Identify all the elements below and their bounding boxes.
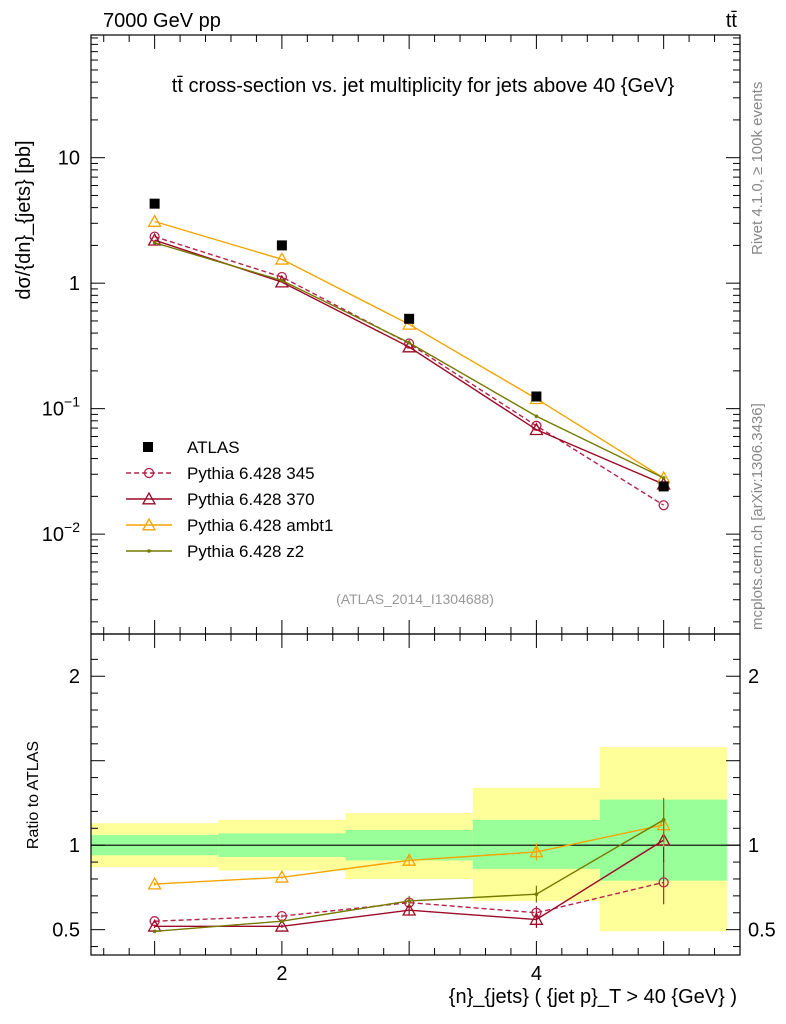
x-tick-label: 4 bbox=[531, 963, 542, 985]
series-point bbox=[147, 214, 162, 227]
ratio-tick-label-right: 2 bbox=[748, 666, 759, 688]
y-tick-label: 10−1 bbox=[42, 394, 80, 421]
series-point bbox=[147, 232, 162, 246]
data-point bbox=[149, 198, 160, 209]
ratio-point bbox=[147, 876, 162, 890]
chart-title: tt̄ cross-section vs. jet multiplicity f… bbox=[172, 75, 675, 97]
ratio-tick-label: 1 bbox=[69, 835, 80, 857]
series-line-3 bbox=[154, 220, 665, 479]
ratio-line-1 bbox=[154, 881, 664, 922]
ratio-point bbox=[402, 853, 417, 866]
ratio-axis-label: Ratio to ATLAS bbox=[25, 741, 42, 849]
ratio-point bbox=[152, 929, 157, 934]
series-line-1 bbox=[154, 235, 665, 506]
data-point bbox=[404, 313, 415, 324]
legend-marker-3 bbox=[141, 517, 157, 531]
data-point bbox=[276, 240, 287, 251]
ratio-point bbox=[534, 892, 539, 896]
series-point bbox=[407, 340, 411, 345]
x-axis-label: {n}_{jets} ( {jet p}_T > 40 {GeV} ) bbox=[449, 986, 737, 1008]
ratio-point bbox=[274, 869, 289, 883]
series-point bbox=[402, 339, 417, 353]
series-point bbox=[658, 500, 669, 511]
ratio-point bbox=[529, 912, 544, 925]
ratio-point bbox=[658, 877, 669, 888]
legend-marker-4 bbox=[147, 549, 151, 553]
ratio-point bbox=[280, 919, 284, 924]
analysis-tag: (ATLAS_2014_I1304688) bbox=[336, 591, 494, 607]
legend-marker-2 bbox=[141, 491, 157, 505]
mcplots-label: mcplots.cern.ch [arXiv:1306.3436] bbox=[749, 403, 766, 630]
ratio-point bbox=[661, 818, 666, 822]
series-point bbox=[280, 278, 284, 283]
process-label: tt̄ bbox=[726, 10, 738, 32]
data-point bbox=[658, 481, 669, 492]
legend: ATLAS Pythia 6.428 345 Pythia 6.428 370 Pyt… bbox=[126, 438, 333, 561]
ratio-point bbox=[274, 918, 289, 932]
ratio-tick-label: 0.5 bbox=[52, 920, 80, 942]
legend-label-3: Pythia 6.428 ambt1 bbox=[187, 516, 333, 535]
ratio-point bbox=[407, 899, 411, 903]
main-plot-panel: 10 1 10−1 10−2 ATLAS Pythia 6.428 345 Pythia 6… bbox=[42, 34, 741, 635]
legend-label-data: ATLAS bbox=[187, 438, 240, 457]
data-point bbox=[531, 391, 542, 402]
y-tick-label: 10 bbox=[58, 148, 80, 170]
y-axis-label: dσ/{dn}_{jets} [pb] bbox=[13, 140, 35, 299]
ratio-point bbox=[529, 844, 544, 858]
ratio-tick-label-right: 0.5 bbox=[748, 920, 776, 942]
legend-label-4: Pythia 6.428 z2 bbox=[187, 542, 304, 561]
series-point bbox=[661, 476, 666, 480]
legend-label-1: Pythia 6.428 345 bbox=[187, 464, 315, 483]
y-tick-label: 10−2 bbox=[42, 519, 80, 546]
series-point bbox=[403, 338, 415, 349]
ratio-tick-label: 2 bbox=[69, 666, 80, 688]
ratio-point bbox=[402, 902, 417, 916]
legend-marker-data bbox=[143, 442, 153, 452]
ratio-tick-label-right: 1 bbox=[748, 835, 759, 857]
rivet-label: Rivet 4.1.0, ≥ 100k events bbox=[749, 82, 766, 255]
series-point bbox=[152, 240, 157, 245]
legend-marker-1 bbox=[143, 467, 155, 479]
y-tick-label: 1 bbox=[69, 273, 80, 295]
energy-label: 7000 GeV pp bbox=[103, 10, 221, 32]
legend-label-2: Pythia 6.428 370 bbox=[187, 490, 315, 509]
series-point bbox=[534, 414, 539, 419]
x-tick-label: 2 bbox=[276, 963, 287, 985]
ratio-plot-panel: 2 4 0.5 0.5 1 1 2 2 bbox=[52, 633, 776, 985]
series-point bbox=[274, 251, 289, 265]
series-point bbox=[529, 422, 544, 436]
